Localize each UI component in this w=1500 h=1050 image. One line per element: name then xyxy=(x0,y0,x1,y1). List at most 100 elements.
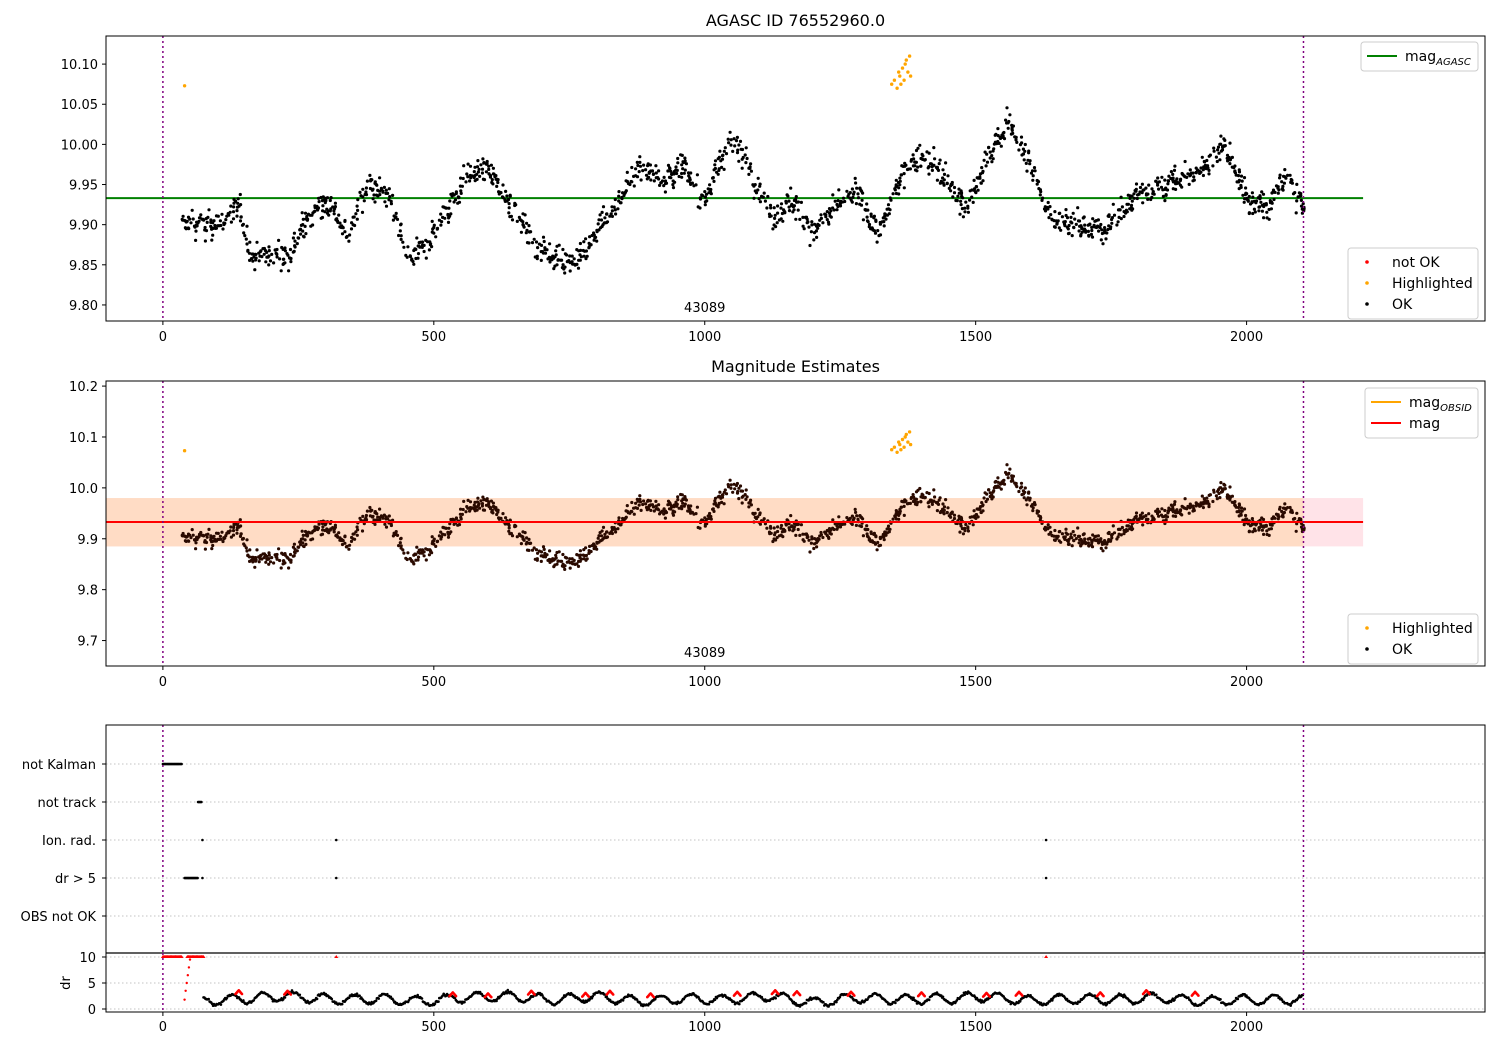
p1-ok-point-929 xyxy=(836,199,840,203)
p2-ok-point-841 xyxy=(774,538,778,542)
p1-ok-point-364 xyxy=(434,235,438,239)
dr-point xyxy=(1051,999,1054,1002)
p1-ok-point-298 xyxy=(382,185,386,189)
p2-ok-point-1370 xyxy=(1134,511,1139,515)
p1-ok-point-1016 xyxy=(897,186,901,190)
p2-ok-point-470 xyxy=(504,516,508,520)
p1-ok-point-291 xyxy=(378,193,382,197)
p2-ok-point-581 xyxy=(584,553,589,558)
p2-ok-point-736 xyxy=(689,504,693,508)
p2-ok-point-1520 xyxy=(1237,509,1241,513)
p1-ok-point-981 xyxy=(872,229,877,233)
p2-ok-point-801 xyxy=(740,501,744,505)
p2-ok-point-262 xyxy=(356,528,360,532)
p2-ok-point-131 xyxy=(270,556,274,560)
p1-ok-point-1489 xyxy=(1219,142,1223,146)
p1-ok-point-476 xyxy=(507,202,511,206)
dr-rise-2 xyxy=(185,981,188,985)
dr-red-13 xyxy=(988,995,992,998)
p2-ok-point-794 xyxy=(735,481,740,486)
p1-ok-point-451 xyxy=(491,182,495,186)
p1-ok-point-1119 xyxy=(966,206,970,210)
dr-xtick-label-500: 500 xyxy=(421,1020,446,1035)
p1-ok-point-907 xyxy=(819,213,823,217)
flag-2-point-2 xyxy=(1044,838,1048,842)
p2-ok-point-716 xyxy=(680,504,684,508)
p2-ok-point-271 xyxy=(364,518,369,522)
p2-ok-point-1149 xyxy=(985,497,990,501)
p2-ok-point-805 xyxy=(744,497,748,501)
p2-ok-point-678 xyxy=(654,499,658,503)
p2-ok-point-927 xyxy=(837,515,841,519)
p1-ok-point-1235 xyxy=(1046,200,1050,205)
dr-point xyxy=(315,997,319,1001)
p1-ok-point-263 xyxy=(358,190,362,194)
p1-bottom-legend-swatch-2 xyxy=(1365,302,1369,306)
p1-ok-point-1529 xyxy=(1243,197,1247,201)
p1-ok-point-611 xyxy=(603,216,607,220)
p2-ok-point-945 xyxy=(850,522,854,527)
p1-highlighted-point-7 xyxy=(900,66,905,70)
p1-ok-point-34 xyxy=(203,225,207,230)
p1-ok-point-1097 xyxy=(950,182,954,187)
p1-ok-point-608 xyxy=(601,205,606,209)
p1-ok-point-1094 xyxy=(949,189,953,193)
p1-ok-point-1467 xyxy=(1202,159,1206,164)
p2-highlighted-point-10 xyxy=(904,432,908,437)
p2-ok-point-1525 xyxy=(1239,506,1244,510)
p2-ok-point-1415 xyxy=(1166,509,1170,513)
p1-ok-point-757 xyxy=(709,187,713,192)
p2-ok-point-759 xyxy=(709,517,713,521)
p2-ok-point-1028 xyxy=(902,513,906,518)
p2-ok-point-1178 xyxy=(1002,482,1007,486)
p2-ok-point-1140 xyxy=(980,501,984,505)
p2-ok-point-427 xyxy=(479,499,483,503)
dr-point xyxy=(912,996,915,1000)
p1-ok-point-994 xyxy=(882,220,886,224)
p1-ok-point-109 xyxy=(254,256,258,260)
p2-ok-point-138 xyxy=(275,555,279,560)
p1-ok-point-91 xyxy=(242,231,246,235)
p1-ok-point-223 xyxy=(328,198,332,203)
p1-ok-point-219 xyxy=(325,196,330,200)
dr-xtick-label-0: 0 xyxy=(159,1020,167,1035)
p1-ok-point-1293 xyxy=(1084,230,1088,234)
p2-ok-point-1033 xyxy=(908,501,913,505)
p2-ok-point-1135 xyxy=(976,515,980,519)
p1-ok-point-1263 xyxy=(1066,227,1070,231)
p1-ok-point-303 xyxy=(386,191,390,195)
p2-ok-point-1607 xyxy=(1290,510,1294,515)
p1-ok-point-896 xyxy=(812,238,816,242)
p2-ok-point-1530 xyxy=(1242,523,1246,527)
p1-ok-point-92 xyxy=(243,234,247,238)
p1-ok-point-52 xyxy=(214,226,218,230)
p2-ok-point-1534 xyxy=(1245,517,1249,521)
dr-point xyxy=(358,994,361,997)
p1-ok-point-877 xyxy=(794,195,798,199)
dr-clipped-point-1 xyxy=(1044,955,1049,958)
p2-ok-point-132 xyxy=(272,561,276,565)
p2-ok-point-1318 xyxy=(1100,540,1104,544)
p1-ok-point-174 xyxy=(301,223,305,227)
p1-ok-point-283 xyxy=(373,200,377,204)
dr-clipped-point-0 xyxy=(334,955,339,958)
p2-ok-point-789 xyxy=(732,482,736,486)
p2-ok-point-162 xyxy=(292,542,296,546)
p2-ok-point-962 xyxy=(861,534,866,538)
p2-ok-point-659 xyxy=(642,499,646,503)
p1-ok-point-235 xyxy=(335,217,339,221)
p2-ok-point-1085 xyxy=(942,512,946,516)
p1-ok-point-642 xyxy=(628,182,632,187)
p2-ok-point-108 xyxy=(253,565,257,569)
p2-ok-point-1421 xyxy=(1171,507,1175,511)
p1-ok-point-306 xyxy=(387,187,391,191)
p2-ok-point-1427 xyxy=(1174,514,1178,519)
p1-ok-point-1074 xyxy=(937,162,941,166)
p1-ok-point-1610 xyxy=(1295,199,1299,203)
p2-ok-point-325 xyxy=(405,557,409,562)
p1-ok-point-1147 xyxy=(984,164,988,168)
p1-ok-point-423 xyxy=(476,170,480,174)
p2-ok-point-31 xyxy=(202,534,206,538)
p1-ok-point-501 xyxy=(527,241,531,245)
p2-ok-point-947 xyxy=(852,516,856,520)
